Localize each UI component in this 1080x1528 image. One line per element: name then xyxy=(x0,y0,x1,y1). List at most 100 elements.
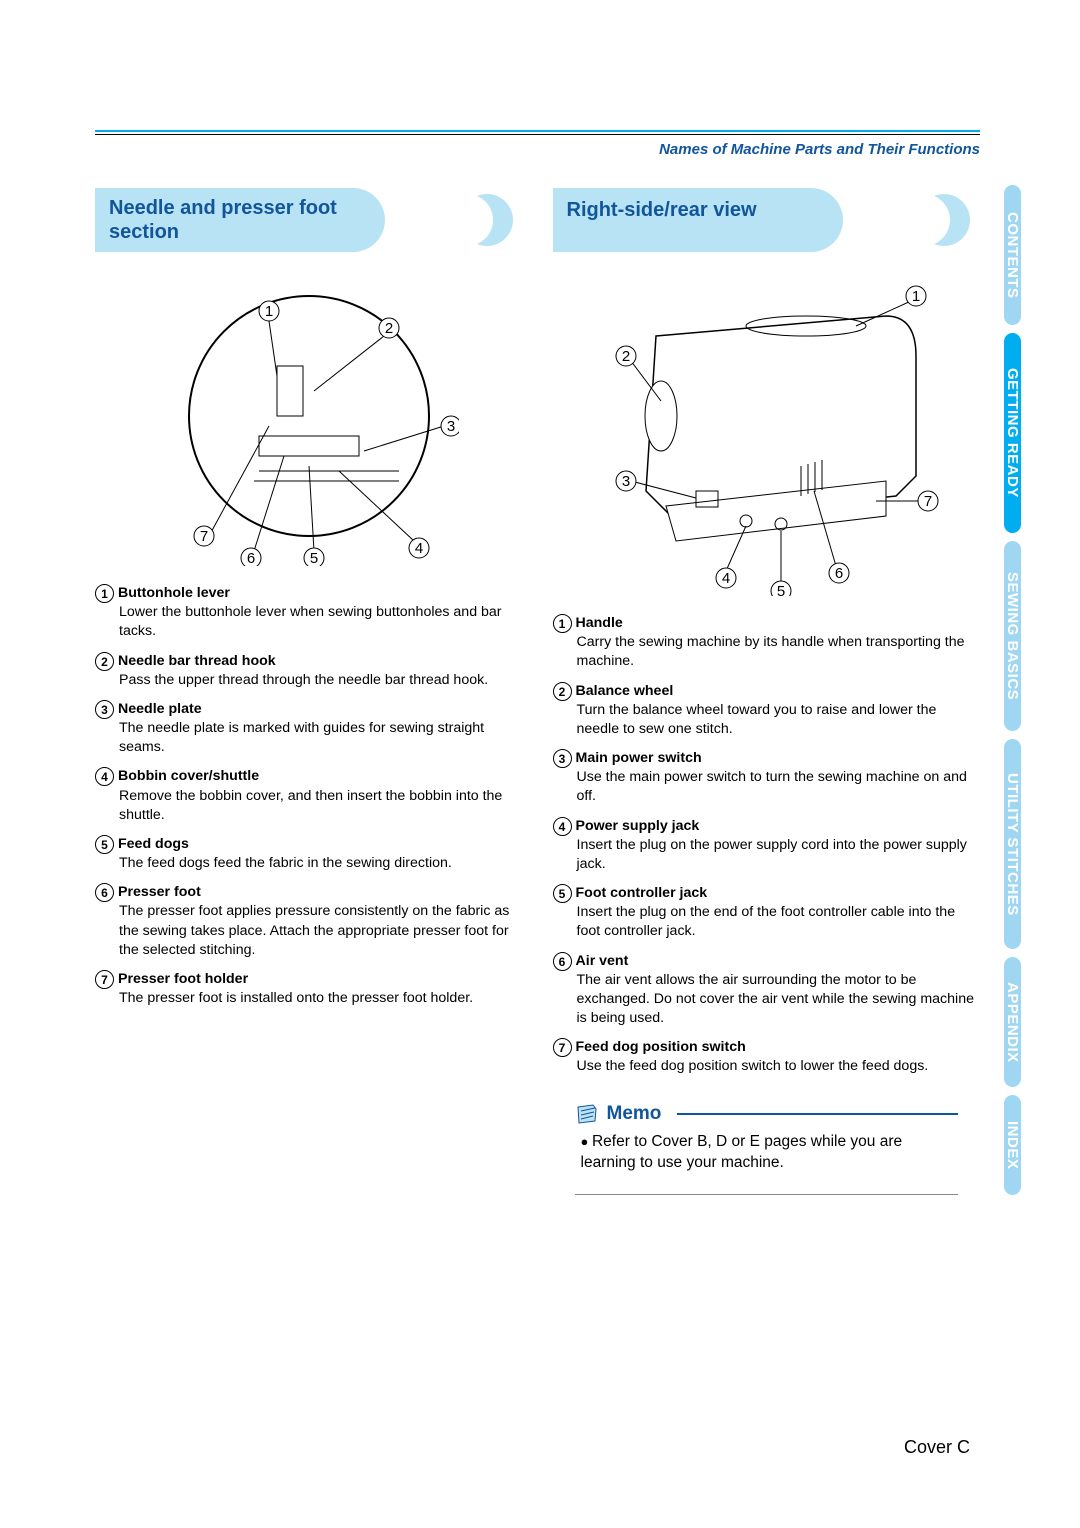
part-number: 1 xyxy=(553,614,572,633)
svg-text:4: 4 xyxy=(415,540,423,557)
part-desc: Carry the sewing machine by its handle w… xyxy=(553,633,981,671)
part-desc: The presser foot applies pressure consis… xyxy=(95,902,523,960)
rear-view-diagram: 1 2 3 4 5 6 7 xyxy=(553,266,981,596)
part-desc: Use the main power switch to turn the se… xyxy=(553,768,981,806)
part-title: Handle xyxy=(576,614,623,633)
svg-text:7: 7 xyxy=(924,493,932,510)
svg-text:3: 3 xyxy=(447,418,455,435)
memo-bottom-rule xyxy=(575,1194,959,1195)
part-title: Foot controller jack xyxy=(576,884,708,903)
top-rule-black xyxy=(95,134,980,135)
part-term: 3Needle plate xyxy=(95,700,523,719)
left-head-bar: Needle and presser foot section xyxy=(95,188,385,252)
left-heading-2: section xyxy=(109,220,371,244)
left-column: Needle and presser foot section xyxy=(95,188,523,1195)
part-desc: The presser foot is installed onto the p… xyxy=(95,989,523,1008)
part-title: Main power switch xyxy=(576,749,702,768)
part-item: 3Main power switchUse the main power swi… xyxy=(553,749,981,807)
part-item: 1HandleCarry the sewing machine by its h… xyxy=(553,614,981,672)
part-number: 2 xyxy=(553,682,572,701)
page-footer: Cover C xyxy=(904,1437,970,1458)
header-title: Names of Machine Parts and Their Functio… xyxy=(95,141,980,158)
left-heading-1: Needle and presser foot xyxy=(109,196,371,220)
part-item: 6Air ventThe air vent allows the air sur… xyxy=(553,952,981,1029)
part-item: 4Power supply jackInsert the plug on the… xyxy=(553,817,981,875)
part-title: Feed dogs xyxy=(118,835,189,854)
right-column: Right-side/rear view xyxy=(553,188,981,1195)
part-term: 7Presser foot holder xyxy=(95,970,523,989)
part-number: 6 xyxy=(95,883,114,902)
part-item: 4Bobbin cover/shuttleRemove the bobbin c… xyxy=(95,767,523,825)
svg-text:6: 6 xyxy=(835,565,843,582)
side-tab[interactable]: INDEX xyxy=(1004,1095,1021,1195)
part-desc: The air vent allows the air surrounding … xyxy=(553,971,981,1029)
part-item: 5Feed dogsThe feed dogs feed the fabric … xyxy=(95,835,523,873)
part-item: 2Balance wheelTurn the balance wheel tow… xyxy=(553,682,981,740)
right-heading-1: Right-side/rear view xyxy=(567,198,829,222)
right-head-bar: Right-side/rear view xyxy=(553,188,843,252)
pencil-note-icon xyxy=(575,1103,599,1125)
part-number: 2 xyxy=(95,652,114,671)
memo-rule xyxy=(677,1113,958,1115)
part-item: 1Buttonhole leverLower the buttonhole le… xyxy=(95,584,523,642)
part-desc: Turn the balance wheel toward you to rai… xyxy=(553,701,981,739)
crescent-icon xyxy=(918,194,970,246)
part-number: 1 xyxy=(95,584,114,603)
side-tab[interactable]: GETTING READY xyxy=(1004,333,1021,533)
right-parts-list: 1HandleCarry the sewing machine by its h… xyxy=(553,614,981,1077)
part-title: Needle bar thread hook xyxy=(118,652,276,671)
side-tab[interactable]: UTILITY STITCHES xyxy=(1004,739,1021,949)
part-number: 4 xyxy=(95,767,114,786)
part-item: 2Needle bar thread hookPass the upper th… xyxy=(95,652,523,690)
part-desc: Pass the upper thread through the needle… xyxy=(95,671,523,690)
svg-text:7: 7 xyxy=(200,528,208,545)
part-title: Balance wheel xyxy=(576,682,674,701)
part-item: 7Presser foot holderThe presser foot is … xyxy=(95,970,523,1008)
side-tabs: CONTENTS GETTING READY SEWING BASICS UTILIT… xyxy=(1004,185,1046,1203)
side-tab[interactable]: CONTENTS xyxy=(1004,185,1021,325)
part-desc: Lower the buttonhole lever when sewing b… xyxy=(95,603,523,641)
memo-head: Memo xyxy=(575,1103,959,1125)
part-item: 5Foot controller jackInsert the plug on … xyxy=(553,884,981,942)
part-title: Power supply jack xyxy=(576,817,700,836)
part-term: 6Presser foot xyxy=(95,883,523,902)
part-term: 2Balance wheel xyxy=(553,682,981,701)
right-section-head: Right-side/rear view xyxy=(553,188,981,252)
part-title: Feed dog position switch xyxy=(576,1038,746,1057)
part-number: 7 xyxy=(553,1038,572,1057)
svg-text:5: 5 xyxy=(310,550,318,566)
side-tab[interactable]: APPENDIX xyxy=(1004,957,1021,1087)
part-title: Buttonhole lever xyxy=(118,584,230,603)
part-term: 4Bobbin cover/shuttle xyxy=(95,767,523,786)
part-number: 5 xyxy=(95,835,114,854)
svg-text:1: 1 xyxy=(912,288,920,305)
part-title: Air vent xyxy=(576,952,629,971)
part-item: 7Feed dog position switchUse the feed do… xyxy=(553,1038,981,1076)
page: Names of Machine Parts and Their Functio… xyxy=(95,130,980,1195)
part-term: 2Needle bar thread hook xyxy=(95,652,523,671)
svg-text:1: 1 xyxy=(265,303,273,320)
memo-title: Memo xyxy=(607,1103,662,1125)
part-number: 4 xyxy=(553,817,572,836)
part-desc: Insert the plug on the power supply cord… xyxy=(553,836,981,874)
side-tab[interactable]: SEWING BASICS xyxy=(1004,541,1021,731)
crescent-icon xyxy=(461,194,513,246)
part-number: 7 xyxy=(95,970,114,989)
left-section-head: Needle and presser foot section xyxy=(95,188,523,252)
part-title: Needle plate xyxy=(118,700,202,719)
memo-items: Refer to Cover B, D or E pages while you… xyxy=(575,1131,959,1174)
part-item: 6Presser footThe presser foot applies pr… xyxy=(95,883,523,960)
part-number: 5 xyxy=(553,884,572,903)
part-desc: Insert the plug on the end of the foot c… xyxy=(553,903,981,941)
svg-text:2: 2 xyxy=(622,348,630,365)
part-item: 3Needle plateThe needle plate is marked … xyxy=(95,700,523,758)
top-rule-cyan xyxy=(95,130,980,132)
svg-text:2: 2 xyxy=(385,320,393,337)
svg-text:3: 3 xyxy=(622,473,630,490)
part-term: 1Handle xyxy=(553,614,981,633)
part-term: 1Buttonhole lever xyxy=(95,584,523,603)
part-number: 6 xyxy=(553,952,572,971)
part-desc: Remove the bobbin cover, and then insert… xyxy=(95,787,523,825)
part-title: Bobbin cover/shuttle xyxy=(118,767,259,786)
memo-item: Refer to Cover B, D or E pages while you… xyxy=(581,1131,959,1174)
